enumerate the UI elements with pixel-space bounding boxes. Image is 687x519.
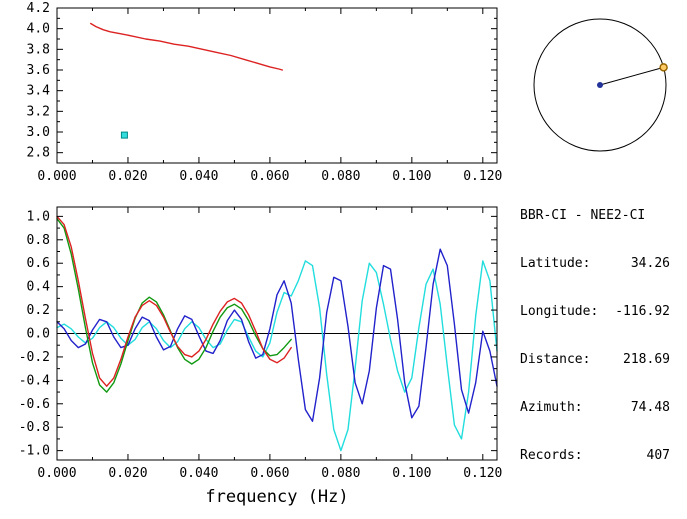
info-row-azimuth: Azimuth: 74.48 [520, 400, 670, 416]
station-info-block: BBR-CI - NEE2-CI Latitude: 34.26 Longitu… [520, 176, 670, 496]
x-tick-label: 0.120 [463, 169, 502, 184]
records-label: Records: [520, 448, 583, 463]
cyan-waveform [56, 260, 498, 452]
x-tick-label: 0.000 [37, 466, 76, 481]
y-tick-label: 3.0 [27, 125, 50, 140]
distance-value: 218.69 [623, 352, 670, 367]
x-tick-label: 0.060 [250, 466, 289, 481]
station1-dot [597, 82, 603, 88]
latitude-label: Latitude: [520, 256, 591, 271]
info-row-distance: Distance: 218.69 [520, 352, 670, 368]
y-tick-label: 1.0 [27, 209, 50, 224]
y-tick-label: 0.6 [27, 256, 50, 271]
dispersion-panel[interactable]: 0.000 0.020 0.040 0.060 0.080 0.100 0.120 2.8 3.… [0, 0, 510, 198]
x-tick-label: 0.120 [463, 466, 502, 481]
plot-frame [56, 7, 498, 164]
blue-waveform [56, 248, 498, 423]
y-tick-label: 3.4 [27, 84, 51, 99]
y-tick-label: 0.2 [27, 303, 50, 318]
waveform-panel[interactable]: 0.000 0.020 0.040 0.060 0.080 0.100 0.120 -1.0 -… [0, 198, 510, 519]
y-tick-label: 3.2 [27, 104, 50, 119]
y-tick-label: -1.0 [19, 444, 50, 459]
x-tick-label: 0.100 [392, 466, 431, 481]
longitude-value: -116.92 [615, 304, 670, 319]
x-tick-label: 0.020 [108, 169, 147, 184]
x-tick-label: 0.040 [179, 466, 218, 481]
x-tick-label: 0.000 [37, 169, 76, 184]
y-tick-label: 4.0 [27, 22, 50, 37]
y-tick-label: -0.4 [19, 373, 50, 388]
station-pair-label: BBR-CI - NEE2-CI [520, 208, 646, 223]
x-axis-label: frequency (Hz) [205, 487, 348, 507]
group-velocity-curve [89, 22, 283, 71]
station2-dot [659, 63, 668, 72]
azimuth-line [599, 66, 664, 86]
y-tick-label: -0.6 [19, 397, 50, 412]
latitude-value: 34.26 [630, 256, 670, 271]
records-value: 407 [646, 448, 670, 463]
x-tick-label: 0.060 [250, 169, 289, 184]
green-waveform [56, 218, 292, 393]
dispersion-pick-marker[interactable] [120, 131, 128, 139]
y-tick-label: 3.8 [27, 42, 50, 57]
info-row-longitude: Longitude: -116.92 [520, 304, 670, 320]
y-tick-label: 0.4 [27, 280, 51, 295]
x-tick-label: 0.020 [108, 466, 147, 481]
info-row-latitude: Latitude: 34.26 [520, 256, 670, 272]
y-tick-label: 2.8 [27, 146, 50, 161]
y-tick-label: 3.6 [27, 63, 50, 78]
y-tick-label: -0.2 [19, 350, 50, 365]
x-tick-label: 0.100 [392, 169, 431, 184]
azimuth-compass [533, 18, 668, 152]
y-tick-label: -0.8 [19, 420, 50, 435]
x-tick-label: 0.080 [321, 466, 360, 481]
longitude-label: Longitude: [520, 304, 599, 319]
great-circle [533, 18, 667, 152]
x-tick-label: 0.080 [321, 169, 360, 184]
azimuth-label: Azimuth: [520, 400, 583, 415]
azimuth-value: 74.48 [630, 400, 670, 415]
y-tick-label: 4.2 [27, 1, 50, 16]
red-waveform [56, 215, 292, 387]
y-tick-label: 0.0 [27, 327, 50, 342]
info-row-records: Records: 407 [520, 448, 670, 464]
x-tick-label: 0.040 [179, 169, 218, 184]
distance-label: Distance: [520, 352, 591, 367]
y-tick-label: 0.8 [27, 233, 50, 248]
